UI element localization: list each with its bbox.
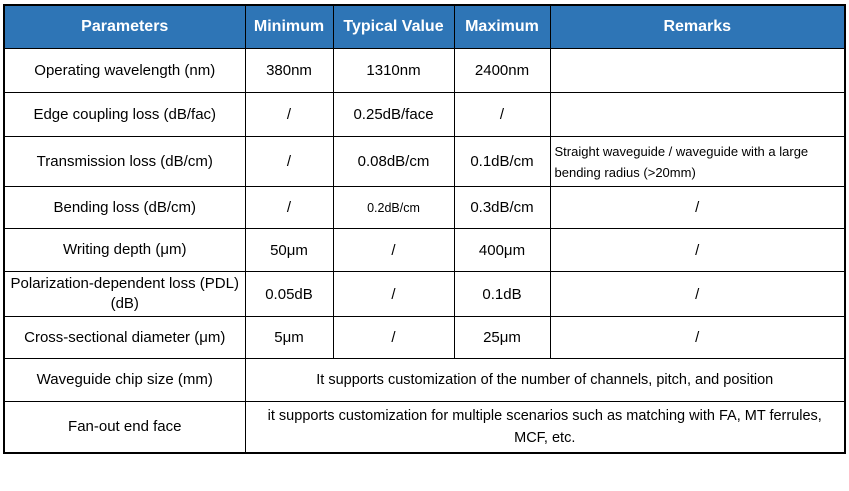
max-value: /	[453, 92, 551, 137]
remarks-value: /	[549, 186, 846, 229]
typical-value: 0.25dB/face	[332, 92, 455, 137]
typical-value: /	[332, 228, 455, 272]
table-row: Cross-sectional diameter (μm) 5μm / 25μm…	[3, 316, 846, 359]
table-row: Edge coupling loss (dB/fac) / 0.25dB/fac…	[3, 92, 846, 137]
param-operating-wavelength: Operating wavelength (nm)	[3, 48, 246, 93]
max-value: 0.1dB	[453, 271, 551, 317]
min-value: 5μm	[244, 316, 334, 359]
max-value: 0.3dB/cm	[453, 186, 551, 229]
header-typical-value: Typical Value	[332, 4, 455, 49]
table-row: Transmission loss (dB/cm) / 0.08dB/cm 0.…	[3, 136, 846, 187]
max-value: 400μm	[453, 228, 551, 272]
header-row: Parameters Minimum Typical Value Maximum…	[3, 4, 846, 49]
max-value: 0.1dB/cm	[453, 136, 551, 187]
max-value: 25μm	[453, 316, 551, 359]
param-bending-loss: Bending loss (dB/cm)	[3, 186, 246, 229]
table-row: Writing depth (μm) 50μm / 400μm /	[3, 228, 846, 272]
param-cross-sectional-diameter: Cross-sectional diameter (μm)	[3, 316, 246, 359]
header-maximum: Maximum	[453, 4, 551, 49]
table-row: Fan-out end face it supports customizati…	[3, 401, 846, 453]
table-row: Waveguide chip size (mm) It supports cus…	[3, 358, 846, 402]
typical-value: 0.08dB/cm	[332, 136, 455, 187]
param-transmission-loss: Transmission loss (dB/cm)	[3, 136, 246, 187]
typical-value: 1310nm	[332, 48, 455, 93]
param-fan-out-end-face: Fan-out end face	[3, 401, 246, 453]
table-row: Bending loss (dB/cm) / 0.2dB/cm 0.3dB/cm…	[3, 186, 846, 229]
typical-value: /	[332, 316, 455, 359]
remarks-value: Straight waveguide / waveguide with a la…	[549, 136, 846, 187]
header-parameters: Parameters	[3, 4, 246, 49]
param-writing-depth: Writing depth (μm)	[3, 228, 246, 272]
span-value-chip-size: It supports customization of the number …	[244, 358, 846, 402]
header-remarks: Remarks	[549, 4, 846, 49]
remarks-value	[549, 48, 846, 93]
max-value: 2400nm	[453, 48, 551, 93]
span-value-fan-out: it supports customization for multiple s…	[244, 401, 846, 453]
remarks-value: /	[549, 316, 846, 359]
param-polarization-dependent-loss: Polarization-dependent loss (PDL) (dB)	[3, 271, 246, 317]
remarks-value: /	[549, 271, 846, 317]
min-value: /	[244, 92, 334, 137]
waveguide-spec-table: Parameters Minimum Typical Value Maximum…	[3, 4, 846, 454]
min-value: /	[244, 136, 334, 187]
min-value: /	[244, 186, 334, 229]
table-row: Operating wavelength (nm) 380nm 1310nm 2…	[3, 48, 846, 93]
remarks-value: /	[549, 228, 846, 272]
remarks-value	[549, 92, 846, 137]
min-value: 0.05dB	[244, 271, 334, 317]
typical-value: 0.2dB/cm	[332, 186, 455, 229]
param-waveguide-chip-size: Waveguide chip size (mm)	[3, 358, 246, 402]
spec-table-container: Parameters Minimum Typical Value Maximum…	[3, 4, 846, 454]
min-value: 380nm	[244, 48, 334, 93]
min-value: 50μm	[244, 228, 334, 272]
table-row: Polarization-dependent loss (PDL) (dB) 0…	[3, 271, 846, 317]
header-minimum: Minimum	[244, 4, 334, 49]
param-edge-coupling-loss: Edge coupling loss (dB/fac)	[3, 92, 246, 137]
typical-value: /	[332, 271, 455, 317]
